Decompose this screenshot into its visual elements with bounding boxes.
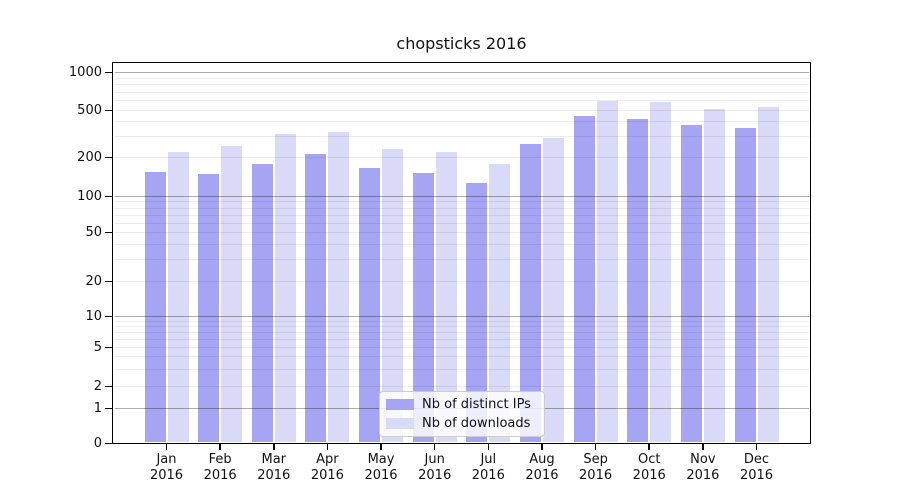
y-tick-mark [105,71,112,73]
y-tick-mark [105,407,112,409]
y-tick-label: 10 [85,308,102,324]
x-tick-mark [380,444,382,450]
x-tick-mark [594,444,597,450]
bar-distinct-ips [466,183,488,443]
bar-distinct-ips [734,127,756,443]
y-tick-label: 20 [85,273,102,289]
bar-downloads [596,100,618,443]
y-tick-mark [105,231,112,233]
bar-downloads [382,149,404,443]
x-tick-mark [433,444,436,450]
bar-distinct-ips [680,124,702,443]
x-tick-mark [487,444,490,450]
y-tick-label: 1 [93,400,102,416]
bar-downloads [221,145,243,443]
y-tick-mark [105,280,112,282]
bar-distinct-ips [412,173,434,443]
legend: Nb of distinct IPs Nb of downloads [379,391,545,437]
y-tick-label: 100 [77,188,102,204]
bar-downloads [650,101,672,443]
chart-title: chopsticks 2016 [396,34,527,53]
y-tick-mark [105,315,112,317]
y-tick-mark [105,156,112,158]
x-tick-mark [165,444,168,450]
y-tick-mark [105,109,112,111]
x-tick-label: Jul 2016 [471,452,505,483]
bar-downloads [757,106,779,443]
bar-downloads [489,163,511,443]
y-tick-label: 50 [85,224,102,240]
x-tick-label: Feb 2016 [203,452,237,483]
legend-item-distinct-ips: Nb of distinct IPs [386,396,538,413]
x-tick-label: Mar 2016 [257,452,291,483]
x-tick-mark [219,444,221,450]
y-tick-mark [105,385,112,387]
legend-label-distinct-ips: Nb of distinct IPs [422,396,531,412]
y-tick-mark [105,346,112,348]
x-tick-label: Apr 2016 [310,452,344,483]
x-tick-label: Sep 2016 [579,452,613,483]
x-tick-mark [755,444,758,450]
bar-downloads [542,137,564,443]
bar-downloads [328,132,350,443]
x-tick-mark [541,444,543,450]
y-tick-label: 0 [93,435,102,451]
x-tick-mark [273,444,275,450]
bar-downloads [274,133,296,443]
y-tick-mark [105,195,112,197]
bar-distinct-ips [359,168,381,443]
legend-item-downloads: Nb of downloads [386,416,538,433]
bar-distinct-ips [305,154,327,443]
x-tick-label: Jan 2016 [149,452,184,483]
ips-series-swatch [386,398,414,410]
bar-distinct-ips [198,173,220,443]
downloads-series-swatch [386,418,414,430]
bar-distinct-ips [519,143,541,443]
bar-downloads [167,151,189,443]
x-tick-mark [648,444,650,450]
bar-distinct-ips [627,118,649,443]
bar-downloads [703,108,725,443]
bar-distinct-ips [144,172,166,443]
legend-label-downloads: Nb of downloads [422,416,531,432]
x-tick-label: Dec 2016 [739,452,774,483]
x-tick-label: Nov 2016 [686,452,720,483]
x-tick-label: Jun 2016 [418,452,452,483]
bar-downloads [435,151,457,443]
y-tick-label: 2 [93,378,102,394]
y-tick-label: 200 [77,149,102,165]
y-tick-mark [105,442,112,444]
y-tick-label: 500 [77,102,102,118]
x-tick-label: May 2016 [364,452,398,483]
bar-distinct-ips [251,164,273,443]
x-tick-mark [702,444,704,450]
y-tick-label: 5 [93,339,102,355]
x-tick-mark [326,444,329,450]
y-tick-label: 1000 [68,64,102,80]
bar-distinct-ips [573,115,595,443]
x-tick-label: Oct 2016 [632,452,666,483]
x-tick-label: Aug 2016 [525,452,559,483]
